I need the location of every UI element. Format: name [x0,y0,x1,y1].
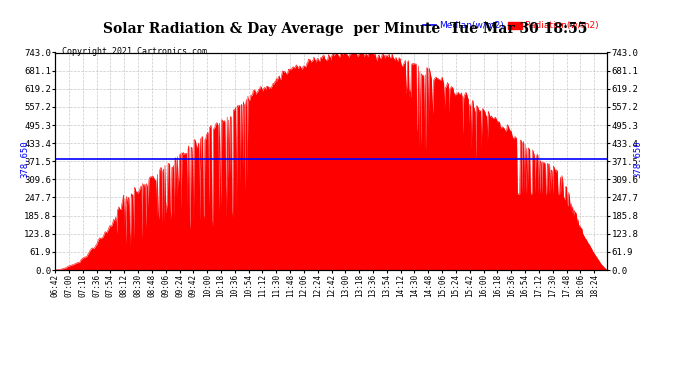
Text: Copyright 2021 Cartronics.com: Copyright 2021 Cartronics.com [62,47,207,56]
Text: 378.650: 378.650 [20,140,30,178]
Legend: Median(w/m2), Radiation(w/m2): Median(w/m2), Radiation(w/m2) [419,18,602,34]
Text: Solar Radiation & Day Average  per Minute  Tue Mar 30 18:55: Solar Radiation & Day Average per Minute… [103,22,587,36]
Text: 378.650: 378.650 [633,140,642,178]
